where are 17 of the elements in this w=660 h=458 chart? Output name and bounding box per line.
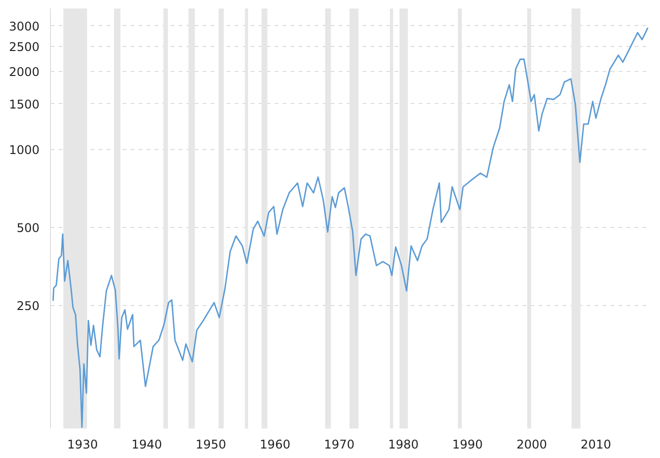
x-tick-label: 2010 <box>580 438 612 452</box>
y-tick-label: 500 <box>16 221 40 236</box>
x-tick-label: 1950 <box>196 438 226 452</box>
line-series <box>52 27 648 428</box>
x-tick-label: 1980 <box>388 438 419 452</box>
y-tick-label: 1500 <box>8 97 40 112</box>
y-tick-label: 1000 <box>8 143 40 158</box>
y-tick-label: 250 <box>16 299 40 314</box>
x-tick-label: 2000 <box>516 438 547 452</box>
x-tick-label: 1960 <box>260 438 290 452</box>
y-tick-label: 2000 <box>8 65 40 80</box>
x-tick-label: 1990 <box>452 438 483 452</box>
y-tick-label: 3000 <box>8 19 40 34</box>
y-tick-label: 2500 <box>8 40 40 54</box>
x-tick-label: 1970 <box>324 438 355 452</box>
x-tick-label: 1940 <box>131 438 162 452</box>
x-tick-label: 1930 <box>67 438 98 452</box>
